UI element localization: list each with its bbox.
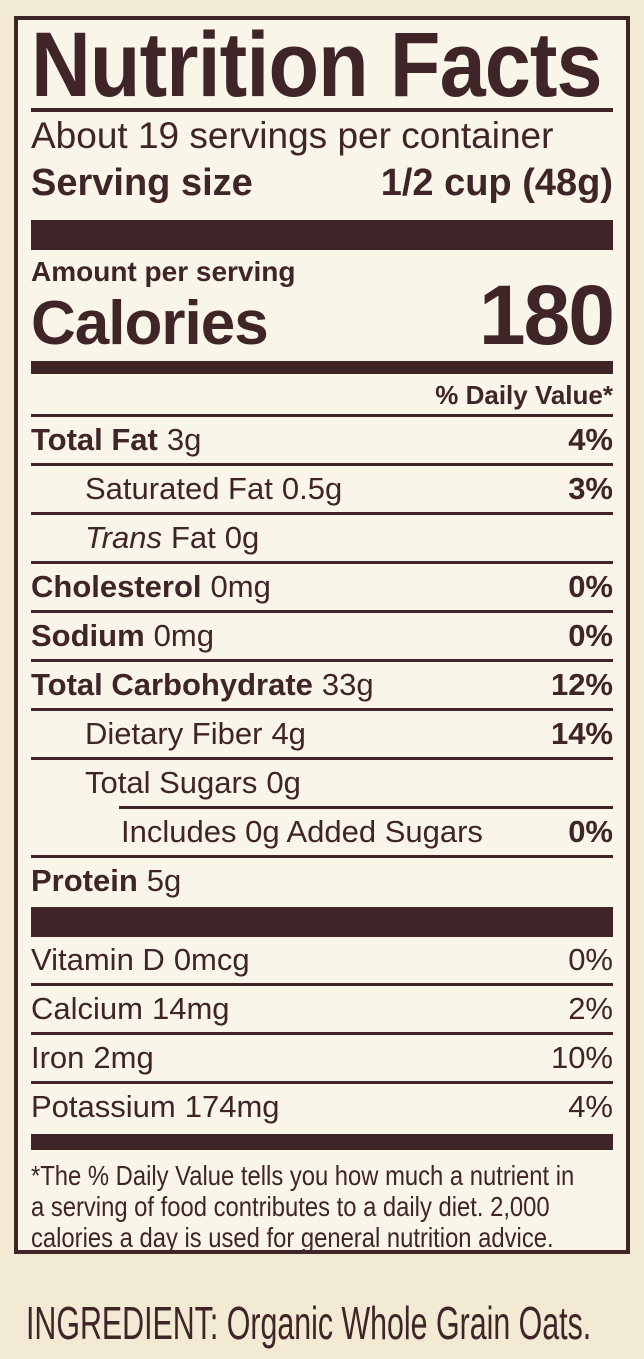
nutrient-amount: 14mg <box>151 991 230 1026</box>
nutrient-row-cholesterol: Cholesterol 0mg 0% <box>31 561 613 610</box>
amount-per-serving-label: Amount per serving <box>31 256 296 287</box>
nutrient-name: Iron <box>31 1040 85 1075</box>
nutrient-amount: 2mg <box>93 1040 154 1075</box>
nutrient-amount: 4g <box>271 716 306 751</box>
nutrient-name: Vitamin D <box>31 942 165 977</box>
daily-value-header: % Daily Value* <box>435 380 613 410</box>
added-sugars-partial-rule <box>119 806 613 809</box>
serving-size-row: Serving size 1/2 cup (48g) <box>31 159 613 207</box>
nutrient-row-saturated-fat: Saturated Fat 0.5g 3% <box>31 463 613 512</box>
nutrient-name: Total Carbohydrate <box>31 667 313 702</box>
nutrient-name: Cholesterol <box>31 569 202 604</box>
nutrient-amount: 5g <box>146 863 182 898</box>
nutrient-dv: 12% <box>550 667 613 702</box>
nutrient-row-total-fat: Total Fat 3g 4% <box>31 414 613 463</box>
panel-title: Nutrition Facts <box>31 16 603 116</box>
nutrient-name-italic: Trans <box>85 520 162 555</box>
nutrient-dv: 4% <box>568 1089 613 1124</box>
footnote-line: a serving of food contributes to a daily… <box>31 1191 550 1222</box>
nutrient-name: Total Sugars <box>85 765 258 800</box>
nutrient-amount: 0mg <box>153 618 214 653</box>
nutrient-dv: 2% <box>568 991 613 1026</box>
micronutrient-row-iron: Iron 2mg 10% <box>31 1032 613 1081</box>
serving-size-value: 1/2 cup (48g) <box>380 162 613 204</box>
nutrient-name: Fat <box>170 520 216 555</box>
nutrient-amount: 3g <box>166 422 202 457</box>
nutrient-row-trans-fat: Trans Fat 0g <box>31 512 613 561</box>
nutrient-row-total-sugars: Total Sugars 0g <box>31 757 613 806</box>
nutrient-dv: 0% <box>568 942 613 977</box>
nutrient-dv: 0% <box>568 569 613 604</box>
daily-value-footnote: *The % Daily Value tells you how much a … <box>31 1150 613 1253</box>
footnote-line: *The % Daily Value tells you how much a … <box>31 1160 575 1191</box>
medium-divider <box>31 361 613 374</box>
nutrient-name: Calcium <box>31 991 143 1026</box>
micronutrient-row-potassium: Potassium 174mg 4% <box>31 1081 613 1130</box>
nutrient-amount: 0mg <box>210 569 271 604</box>
nutrient-dv: 14% <box>550 716 613 751</box>
nutrient-amount: 0g <box>266 765 301 800</box>
micronutrient-row-calcium: Calcium 14mg 2% <box>31 983 613 1032</box>
nutrient-amount: 174mg <box>184 1089 280 1124</box>
calories-row: Calories 180 <box>31 268 615 362</box>
nutrient-row-total-carbohydrate: Total Carbohydrate 33g 12% <box>31 659 613 708</box>
nutrient-dv: 4% <box>568 422 613 457</box>
serving-size-label: Serving size <box>31 162 253 204</box>
nutrient-row-added-sugars: Includes 0g Added Sugars 0% <box>31 809 613 855</box>
nutrient-name: Saturated Fat <box>85 471 273 506</box>
nutrient-row-dietary-fiber: Dietary Fiber 4g 14% <box>31 708 613 757</box>
nutrient-name: Includes 0g Added Sugars <box>121 814 483 849</box>
nutrient-dv: 3% <box>568 471 613 506</box>
calories-value: 180 <box>478 268 615 362</box>
nutrient-name: Potassium <box>31 1089 176 1124</box>
ingredient-statement: INGREDIENT: Organic Whole Grain Oats. <box>26 1297 592 1349</box>
calories-label: Calories <box>31 289 269 358</box>
nutrition-facts-panel: Nutrition Facts About 19 servings per co… <box>14 16 630 1254</box>
nutrient-row-protein: Protein 5g <box>31 855 613 904</box>
thick-divider-middle <box>31 907 613 937</box>
nutrient-dv: 0% <box>568 618 613 653</box>
servings-per-container: About 19 servings per container <box>31 115 554 156</box>
micronutrient-row-vitamin-d: Vitamin D 0mcg 0% <box>31 937 613 983</box>
nutrient-name: Dietary Fiber <box>85 716 263 751</box>
nutrient-name: Total Fat <box>31 422 158 457</box>
nutrient-amount: 0g <box>224 520 260 555</box>
title-rule <box>31 108 613 112</box>
nutrient-amount: 0.5g <box>281 471 343 506</box>
footnote-line: calories a day is used for general nutri… <box>31 1222 554 1253</box>
nutrient-name: Protein <box>31 863 138 898</box>
nutrient-amount: 0mcg <box>173 942 250 977</box>
nutrient-dv: 10% <box>550 1040 613 1075</box>
thick-divider-bottom <box>31 1134 613 1150</box>
nutrient-name: Sodium <box>31 618 145 653</box>
nutrient-amount: 33g <box>321 667 374 702</box>
thick-divider-top <box>31 220 613 250</box>
nutrient-dv: 0% <box>568 814 613 849</box>
nutrient-row-sodium: Sodium 0mg 0% <box>31 610 613 659</box>
